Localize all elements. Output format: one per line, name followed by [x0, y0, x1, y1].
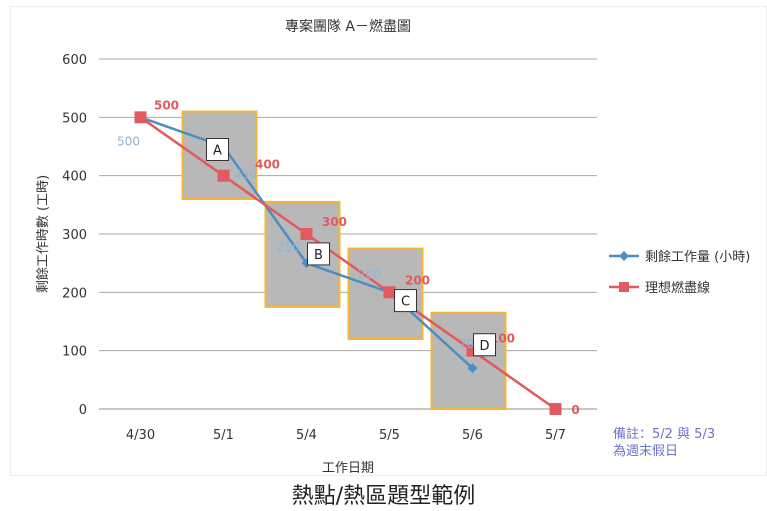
burndown-chart: 專案團隊 A－燃盡圖 0 100 200 300 400 500 600 4/30 5/1 5/4 5…: [35, 18, 750, 476]
y-tick-label: 200: [62, 286, 87, 301]
data-label-remaining: 70: [459, 337, 474, 351]
y-axis-label: 剩餘工作時數 (工時): [35, 175, 51, 293]
data-point-ideal: [300, 228, 313, 240]
footnote: 備註：5/2 與 5/3 為週末假日: [613, 427, 716, 459]
data-label-ideal: 200: [405, 273, 430, 287]
chart-title: 專案團隊 A－燃盡圖: [285, 18, 411, 35]
data-label-ideal: 300: [322, 215, 347, 229]
data-label-ideal: 0: [571, 403, 579, 417]
data-label-remaining: 250: [277, 240, 300, 254]
hotspot-label-box: [394, 289, 417, 313]
data-label-remaining: 500: [117, 134, 140, 148]
data-point-ideal: [217, 169, 230, 182]
y-tick-label: 300: [62, 228, 87, 243]
series-line-ideal: [139, 116, 557, 411]
x-tick-label: 5/6: [462, 428, 483, 443]
data-point-ideal: [549, 403, 562, 415]
y-tick-label: 600: [62, 53, 87, 68]
y-tick-label: 500: [62, 111, 87, 126]
y-tick-label: 0: [79, 403, 87, 418]
legend-label-remaining: 剩餘工作量 (小時): [645, 249, 750, 265]
hotspot-label-box: [206, 138, 229, 161]
data-label-remaining: 450: [234, 168, 257, 182]
hotspot-label-box: [307, 242, 330, 266]
data-point-ideal: [383, 286, 396, 299]
x-tick-label: 5/7: [545, 428, 566, 443]
data-label-ideal: 500: [154, 98, 179, 112]
chart-frame: 專案團隊 A－燃盡圖 0 100 200 300 400 500 600 4/30 5/1 5/4 5…: [10, 6, 767, 476]
legend-marker-remaining: [619, 251, 629, 261]
x-tick-label: 5/5: [379, 428, 400, 443]
data-label-ideal: 400: [255, 158, 280, 172]
figure-caption: 熱點/熱區題型範例: [291, 484, 476, 509]
data-point-ideal: [134, 111, 147, 124]
hotspot-d: [430, 311, 507, 410]
x-tick-label: 5/4: [296, 428, 317, 443]
data-label-ideal: 100: [490, 332, 515, 346]
y-tick-label: 100: [62, 345, 87, 360]
y-tick-label: 400: [62, 170, 87, 185]
x-tick-label: 5/1: [213, 428, 234, 443]
hotspot-label: D: [479, 339, 489, 354]
x-tick-label: 4/30: [126, 428, 155, 443]
hotspot-label: B: [314, 248, 323, 263]
hotspot-label-box: [473, 333, 496, 357]
hotspot-label: A: [213, 144, 222, 159]
hotspot-label: C: [401, 295, 410, 310]
legend-marker-ideal: [619, 282, 629, 292]
data-label-remaining: 200: [358, 267, 381, 281]
data-point-remaining: [467, 363, 478, 374]
legend-label-ideal: 理想燃盡線: [645, 280, 710, 296]
x-axis-label: 工作日期: [322, 461, 374, 476]
